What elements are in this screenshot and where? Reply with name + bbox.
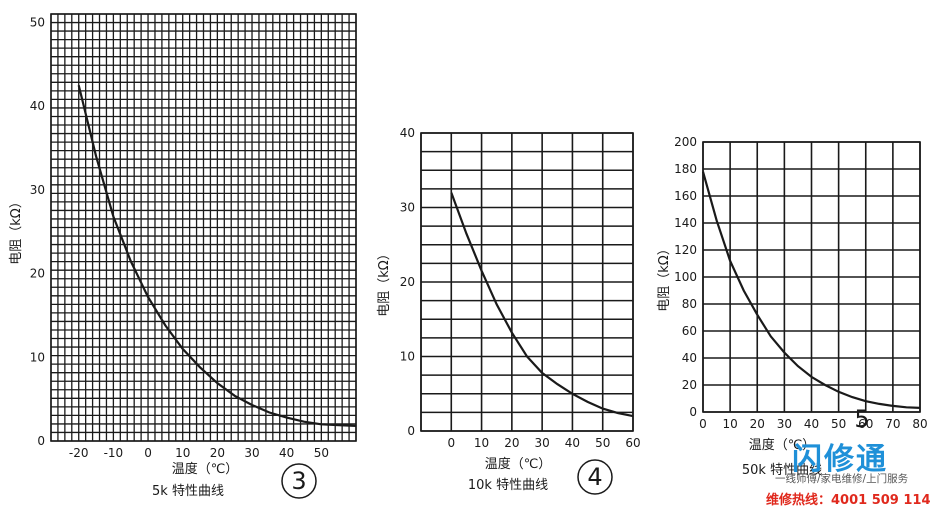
y-tick-label: 40	[400, 126, 415, 140]
x-tick-label: 40	[565, 436, 580, 450]
y-tick-label: 0	[407, 424, 415, 438]
x-tick-label: 60	[625, 436, 640, 450]
chart-50k: 0 20 40 60 80 100 120 140 160 180 200 0 10 20 30 40 50 60…	[657, 135, 928, 478]
plot-frame	[50, 13, 357, 442]
x-tick-label: 30	[777, 417, 792, 431]
chart-10k: 0 10 20 30 40 0 10 20 30 40 50 60 电阻（kΩ） 温度（℃） 10k 特性曲…	[377, 126, 641, 495]
x-tick-label: 60	[858, 417, 873, 431]
x-tick-label: 10	[722, 417, 737, 431]
y-tick-label: 140	[674, 216, 697, 230]
x-tick-label: 20	[750, 417, 765, 431]
x-tick-label: 30	[244, 446, 259, 460]
chart-5k: 0 10 20 30 40 50 -20 -10 0 10 20 30 40 50 电阻（kΩ） 温度（℃） 5…	[9, 13, 357, 499]
x-axis-label: 温度（℃）	[485, 456, 552, 472]
y-tick-label: 20	[30, 267, 45, 281]
x-tick-label: 10	[175, 446, 190, 460]
resistance-curve	[701, 171, 921, 409]
panel-number: 4	[587, 463, 602, 491]
x-tick-label: 0	[447, 436, 455, 450]
x-tick-label: 50	[595, 436, 610, 450]
y-tick-label: 30	[400, 201, 415, 215]
x-tick-label: 10	[474, 436, 489, 450]
chart-caption: 5k 特性曲线	[152, 484, 224, 499]
watermark-hotline: 维修热线：4001 509 114	[766, 493, 931, 508]
y-tick-label: 0	[37, 434, 45, 448]
x-tick-label: 50	[314, 446, 329, 460]
y-tick-label: 120	[674, 243, 697, 257]
y-tick-label: 10	[400, 350, 415, 364]
x-tick-label: 20	[504, 436, 519, 450]
panel-number: 5	[854, 405, 869, 433]
y-tick-label: 30	[30, 183, 45, 197]
y-tick-label: 40	[682, 351, 697, 365]
x-tick-label: 50	[831, 417, 846, 431]
y-tick-label: 20	[400, 275, 415, 289]
y-tick-label: 60	[682, 324, 697, 338]
y-tick-label: 40	[30, 99, 45, 113]
y-tick-label: 80	[682, 297, 697, 311]
x-tick-label: -20	[69, 446, 89, 460]
x-tick-label: 0	[699, 417, 707, 431]
x-tick-label: 70	[885, 417, 900, 431]
y-axis-label: 电阻（kΩ）	[377, 247, 392, 316]
x-tick-label: 30	[535, 436, 550, 450]
y-tick-label: 200	[674, 135, 697, 149]
x-tick-label: 0	[144, 446, 152, 460]
y-tick-label: 50	[30, 15, 45, 29]
y-axis-label: 电阻（kΩ）	[9, 195, 24, 264]
y-tick-label: 0	[689, 405, 697, 419]
x-axis-label: 温度（℃）	[172, 461, 239, 477]
y-tick-label: 160	[674, 189, 697, 203]
y-tick-label: 10	[30, 350, 45, 364]
x-tick-label: 20	[210, 446, 225, 460]
x-axis-label: 温度（℃）	[749, 437, 816, 453]
x-tick-label: 40	[804, 417, 819, 431]
watermark-subtitle: 一线师傅/家电维修/上门服务	[775, 473, 909, 485]
y-axis-label: 电阻（kΩ）	[657, 242, 672, 311]
resistance-curve	[450, 192, 634, 418]
y-tick-label: 20	[682, 378, 697, 392]
chart-caption: 50k 特性曲线	[742, 463, 822, 478]
plot-frame	[420, 132, 634, 432]
plot-frame	[702, 141, 921, 413]
y-tick-label: 100	[674, 270, 697, 284]
panel-number-circle	[577, 459, 613, 495]
panel-number-circle	[281, 463, 317, 499]
chart-caption: 10k 特性曲线	[468, 478, 548, 493]
panel-number: 3	[291, 467, 306, 495]
resistance-curve	[77, 84, 357, 427]
y-tick-label: 180	[674, 162, 697, 176]
x-tick-label: 40	[279, 446, 294, 460]
x-tick-label: -10	[104, 446, 124, 460]
watermark-brand: 闪修通	[792, 442, 888, 477]
x-tick-label: 80	[912, 417, 927, 431]
